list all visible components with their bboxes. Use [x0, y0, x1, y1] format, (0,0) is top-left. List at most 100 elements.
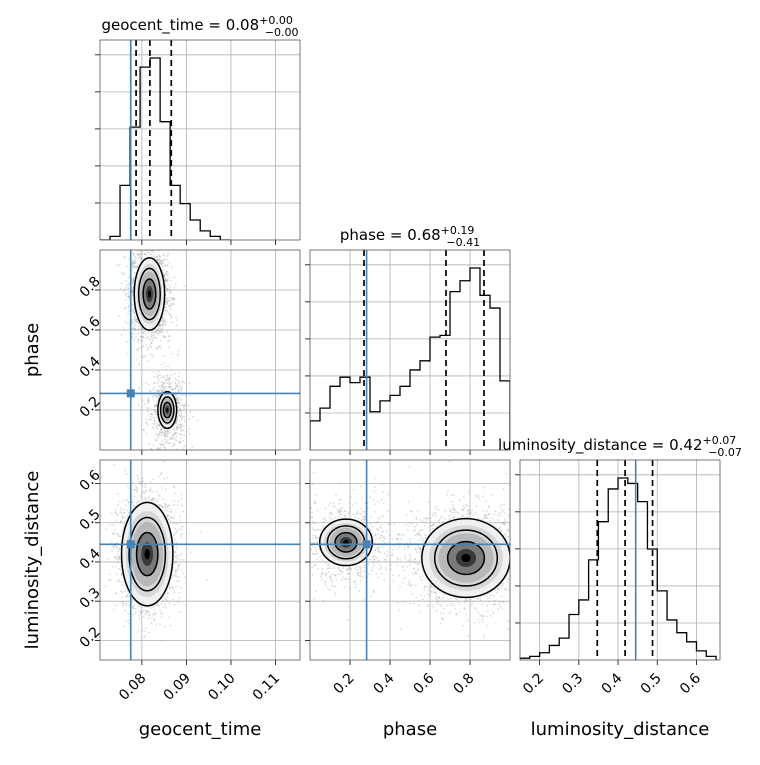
sample-point [153, 420, 155, 422]
sample-point [450, 601, 452, 603]
sample-point [168, 386, 170, 388]
hist-panel-geocent_time: geocent_time = 0.08+0.00−0.00 [95, 14, 300, 245]
sample-point [178, 500, 180, 502]
sample-point [188, 533, 190, 535]
sample-point [178, 601, 180, 603]
sample-point [160, 377, 162, 379]
sample-point [170, 520, 172, 522]
sample-point [176, 319, 178, 321]
sample-point [413, 561, 415, 563]
sample-point [119, 581, 121, 583]
sample-point [150, 346, 152, 348]
sample-point [135, 612, 137, 614]
sample-point [164, 365, 166, 367]
sample-point [142, 610, 144, 612]
sample-point [180, 404, 182, 406]
sample-point [172, 445, 174, 447]
sample-point [165, 278, 167, 280]
sample-point [140, 327, 142, 329]
sample-point [149, 390, 151, 392]
sample-point [114, 529, 116, 531]
sample-point [121, 272, 123, 274]
sample-point [178, 528, 180, 530]
sample-point [119, 501, 121, 503]
sample-point [173, 534, 175, 536]
sample-point [162, 386, 164, 388]
sample-point [148, 632, 150, 634]
sample-point [146, 418, 148, 420]
sample-point [169, 309, 171, 311]
sample-point [168, 603, 170, 605]
sample-point [165, 280, 167, 282]
sample-point [121, 283, 123, 285]
sample-point [173, 435, 175, 437]
sample-point [138, 326, 140, 328]
sample-point [143, 429, 145, 431]
sample-point [173, 522, 175, 524]
sample-point [154, 382, 156, 384]
sample-point [175, 585, 177, 587]
sample-point [125, 299, 127, 301]
sample-point [181, 394, 183, 396]
sample-point [175, 378, 177, 380]
sample-point [120, 590, 122, 592]
x-tick-label: 0.2 [331, 670, 358, 697]
sample-point [117, 534, 119, 536]
sample-point [165, 307, 167, 309]
sample-point [133, 505, 135, 507]
sample-point [138, 609, 140, 611]
sample-point [124, 470, 126, 472]
sample-point [165, 607, 167, 609]
sample-point [184, 405, 186, 407]
sample-point [185, 402, 187, 404]
sample-point [173, 434, 175, 436]
sample-point [151, 332, 153, 334]
sample-point [114, 464, 116, 466]
sample-point [148, 498, 150, 500]
sample-point [167, 259, 169, 261]
sample-point [184, 421, 186, 423]
sample-point [167, 273, 169, 275]
sample-point [177, 423, 179, 425]
sample-point [181, 424, 183, 426]
sample-point [185, 604, 187, 606]
sample-point [143, 616, 145, 618]
sample-point [167, 255, 169, 257]
sample-point [437, 520, 439, 522]
sample-point [162, 606, 164, 608]
sample-point [176, 428, 178, 430]
sample-point [126, 284, 128, 286]
sample-point [170, 317, 172, 319]
sample-point [178, 580, 180, 582]
sample-point [163, 498, 165, 500]
sample-point [157, 434, 159, 436]
sample-point [154, 498, 156, 500]
sample-point [140, 481, 142, 483]
sample-point [186, 263, 188, 265]
sample-point [159, 447, 161, 449]
sample-point [158, 380, 160, 382]
sample-point [128, 305, 130, 307]
sample-point [134, 261, 136, 263]
sample-point [159, 623, 161, 625]
sample-point [164, 319, 166, 321]
sample-point [142, 630, 144, 632]
sample-point [174, 428, 176, 430]
sample-point [160, 505, 162, 507]
sample-point [182, 440, 184, 442]
sample-point [179, 592, 181, 594]
sample-point [135, 322, 137, 324]
sample-point [128, 605, 130, 607]
panel-content [309, 460, 512, 660]
sample-point [169, 508, 171, 510]
sample-point [166, 298, 168, 300]
sample-point [477, 619, 479, 621]
sample-point [177, 416, 179, 418]
sample-point [182, 404, 184, 406]
sample-point [153, 254, 155, 256]
sample-point [150, 407, 152, 409]
sample-point [148, 443, 150, 445]
sample-point [152, 396, 154, 398]
sample-point [149, 481, 151, 483]
